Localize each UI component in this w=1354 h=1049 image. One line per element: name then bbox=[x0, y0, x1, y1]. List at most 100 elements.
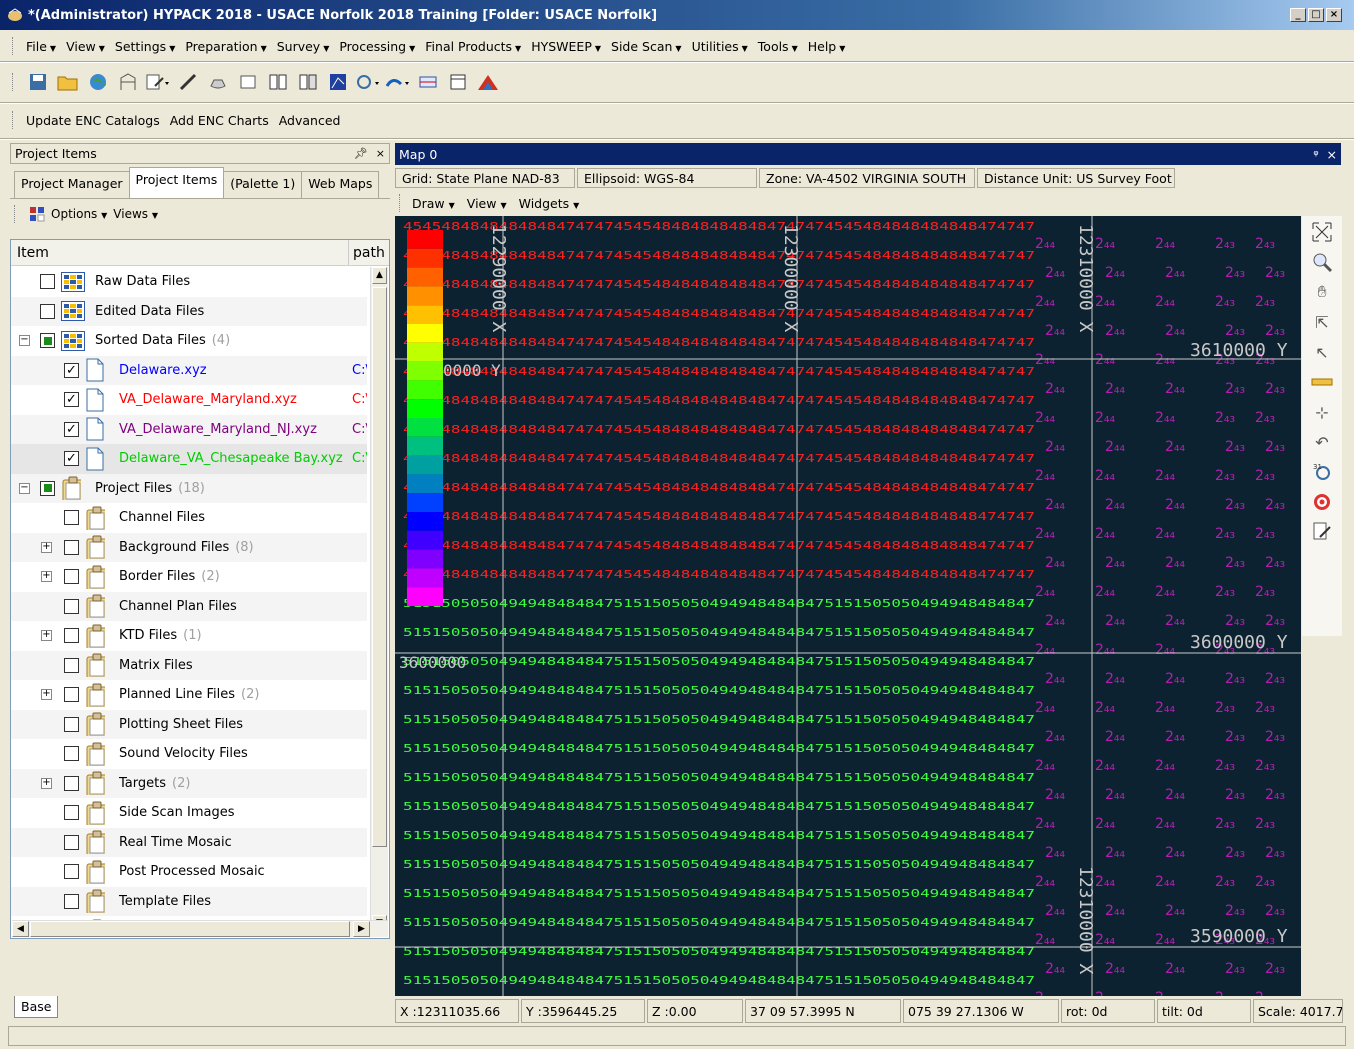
maximize-button[interactable]: □ bbox=[1308, 8, 1324, 22]
tree-row[interactable]: + Targets (2) bbox=[11, 768, 367, 798]
menu-survey[interactable]: Survey ▼ bbox=[276, 38, 330, 54]
tree-row[interactable]: ✓ VA_Delaware_Maryland_NJ.xyz C:\ bbox=[11, 414, 367, 444]
tab-base[interactable]: Base bbox=[14, 996, 59, 1018]
toolbar-grip[interactable] bbox=[399, 194, 402, 212]
checkbox[interactable] bbox=[64, 628, 79, 644]
tab-project-items[interactable]: Project Items bbox=[128, 167, 225, 198]
checkbox[interactable]: ✓ bbox=[64, 451, 79, 467]
north-arrow-icon[interactable]: ⊹ bbox=[1315, 402, 1329, 422]
advanced-button[interactable]: Advanced bbox=[278, 112, 341, 128]
open-folder-icon[interactable] bbox=[55, 69, 81, 95]
chart-icon[interactable] bbox=[325, 69, 351, 95]
toolbar-grip[interactable] bbox=[14, 204, 17, 223]
draw-menu[interactable]: Draw ▼ bbox=[412, 195, 455, 211]
checkbox[interactable] bbox=[40, 333, 55, 349]
edit-note-icon[interactable] bbox=[1308, 518, 1336, 546]
zoom-window-icon[interactable] bbox=[1308, 248, 1336, 276]
widgets-menu[interactable]: Widgets ▼ bbox=[518, 195, 580, 211]
sounding-dropdown-icon[interactable] bbox=[355, 69, 381, 95]
tree-row[interactable]: + Background Files (8) bbox=[11, 532, 367, 562]
tree-row[interactable]: + Planned Line Files (2) bbox=[11, 680, 367, 710]
target-icon[interactable] bbox=[1308, 488, 1336, 516]
scroll-left-arrow-icon[interactable]: ◀ bbox=[12, 921, 29, 937]
tree-row[interactable]: ✓ VA_Delaware_Maryland.xyz C:\ bbox=[11, 385, 367, 415]
tree-row[interactable]: Raw Data Files bbox=[11, 267, 367, 297]
hscroll-thumb[interactable] bbox=[30, 921, 350, 937]
map-canvas[interactable]: 4545484848484848474747454548484848484847… bbox=[395, 216, 1301, 996]
close-button[interactable]: × bbox=[1326, 8, 1342, 22]
scroll-up-arrow-icon[interactable]: ▲ bbox=[372, 267, 387, 284]
pin-icon[interactable]: 📌︎ bbox=[353, 147, 368, 160]
scroll-right-arrow-icon[interactable]: ▶ bbox=[353, 921, 370, 937]
expand-icon[interactable]: + bbox=[41, 540, 52, 553]
checkbox[interactable] bbox=[64, 893, 79, 909]
toolbar-grip[interactable] bbox=[12, 37, 15, 55]
tree-row[interactable]: Channel Plan Files bbox=[11, 591, 367, 621]
checkbox[interactable] bbox=[64, 775, 79, 791]
projection-icon[interactable] bbox=[115, 69, 141, 95]
add-enc-charts-button[interactable]: Add ENC Charts bbox=[169, 112, 269, 128]
tree-row[interactable]: Template Files bbox=[11, 886, 367, 916]
expand-icon[interactable]: + bbox=[41, 776, 52, 789]
menu-side-scan[interactable]: Side Scan ▼ bbox=[611, 38, 682, 54]
checkbox[interactable] bbox=[64, 510, 79, 526]
grid-icon[interactable] bbox=[415, 69, 441, 95]
tree-row[interactable]: + Border Files (2) bbox=[11, 562, 367, 592]
view-menu[interactable]: View ▼ bbox=[466, 195, 507, 211]
tree-row[interactable]: Post Processed Mosaic bbox=[11, 857, 367, 887]
menu-final-products[interactable]: Final Products ▼ bbox=[425, 38, 522, 54]
menu-view[interactable]: View ▼ bbox=[66, 38, 105, 54]
menu-tools[interactable]: Tools ▼ bbox=[757, 38, 798, 54]
rectangle-icon[interactable] bbox=[235, 69, 261, 95]
menu-hysweep[interactable]: HYSWEEP ▼ bbox=[531, 38, 602, 54]
tab-palette-1[interactable]: (Palette 1) bbox=[223, 171, 303, 198]
save-icon[interactable] bbox=[25, 69, 51, 95]
checkbox[interactable]: ✓ bbox=[64, 421, 79, 437]
tree-row[interactable]: Edited Data Files bbox=[11, 296, 367, 326]
tree-row[interactable]: − Sorted Data Files (4) bbox=[11, 326, 367, 356]
plan-line-icon[interactable] bbox=[175, 69, 201, 95]
tree-row[interactable]: Side Scan Images bbox=[11, 798, 367, 828]
checkbox[interactable] bbox=[40, 303, 55, 319]
checkbox[interactable] bbox=[64, 805, 79, 821]
horizontal-scrollbar[interactable]: ◀ ▶ bbox=[12, 920, 388, 937]
checkbox[interactable] bbox=[64, 716, 79, 732]
update-enc-catalogs-button[interactable]: Update ENC Catalogs bbox=[26, 112, 160, 128]
checkbox[interactable] bbox=[64, 598, 79, 614]
tree-row[interactable]: − Project Files (18) bbox=[11, 473, 367, 503]
expand-icon[interactable]: + bbox=[41, 688, 52, 701]
checkbox[interactable] bbox=[64, 834, 79, 850]
checkbox[interactable] bbox=[40, 274, 55, 290]
layout-icon[interactable] bbox=[445, 69, 471, 95]
tree-row[interactable]: ✓ Delaware_VA_Chesapeake Bay.xyz C:\ bbox=[11, 444, 367, 474]
checkbox[interactable] bbox=[64, 569, 79, 585]
tab-web-maps[interactable]: Web Maps bbox=[301, 171, 380, 198]
vertical-scrollbar[interactable]: ▲ ▼ bbox=[370, 267, 388, 932]
toolbar-grip[interactable] bbox=[12, 73, 15, 91]
collapse-icon[interactable]: − bbox=[19, 481, 30, 494]
views-menu[interactable]: Views ▼ bbox=[113, 206, 159, 221]
survey-dropdown-icon[interactable] bbox=[385, 69, 411, 95]
column-header-path[interactable]: path bbox=[353, 244, 385, 261]
checkbox[interactable] bbox=[40, 480, 55, 496]
collapse-icon[interactable]: − bbox=[19, 334, 30, 347]
tree-row[interactable]: Channel Files bbox=[11, 503, 367, 533]
menu-preparation[interactable]: Preparation ▼ bbox=[185, 38, 267, 54]
scroll-thumb[interactable] bbox=[372, 287, 387, 847]
menu-settings[interactable]: Settings ▼ bbox=[114, 38, 176, 54]
tree-row[interactable]: ✓ Delaware.xyz C:\ bbox=[11, 355, 367, 385]
checkbox[interactable] bbox=[64, 687, 79, 703]
tree-row[interactable]: + KTD Files (1) bbox=[11, 621, 367, 651]
checkbox[interactable] bbox=[64, 864, 79, 880]
panel-close-button[interactable]: × bbox=[375, 147, 385, 160]
map-pin-icon[interactable]: ᵠ bbox=[1313, 146, 1319, 162]
menu-processing[interactable]: Processing ▼ bbox=[339, 38, 416, 54]
book-open-icon[interactable] bbox=[295, 69, 321, 95]
ruler-icon[interactable] bbox=[1308, 368, 1336, 396]
checkbox[interactable]: ✓ bbox=[64, 362, 79, 378]
book-icon[interactable] bbox=[265, 69, 291, 95]
tree-row[interactable]: Matrix Files bbox=[11, 650, 367, 680]
expand-icon[interactable]: + bbox=[41, 570, 52, 583]
zoom-extents-icon[interactable] bbox=[1308, 218, 1336, 246]
pan-hand-icon[interactable]: ✋︎ bbox=[1317, 282, 1327, 301]
